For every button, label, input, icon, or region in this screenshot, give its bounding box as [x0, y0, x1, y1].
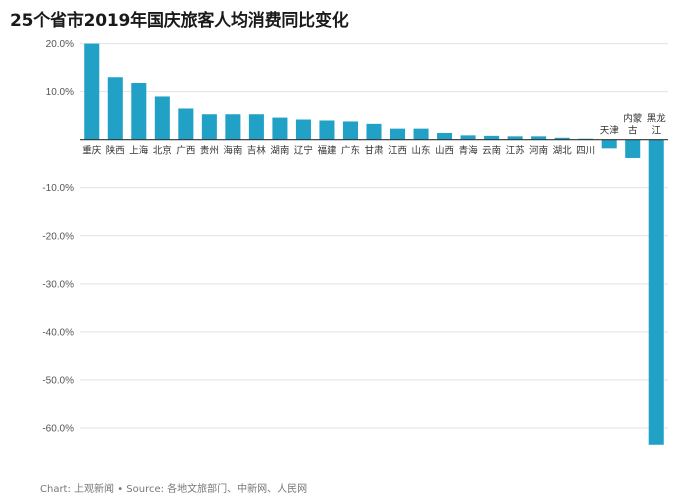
bar	[531, 136, 547, 140]
category-label: 福建	[317, 145, 337, 157]
category-label: 海南	[223, 145, 242, 157]
bar	[460, 135, 476, 140]
bar	[648, 139, 664, 445]
category-label: 湖北	[553, 146, 573, 157]
category-label: 辽宁	[294, 145, 313, 157]
category-label: 河南	[529, 145, 548, 157]
bar	[178, 108, 194, 140]
bar	[342, 121, 359, 140]
bar	[625, 139, 641, 158]
category-label: 江苏	[506, 145, 526, 157]
category-label: 甘肃	[364, 145, 383, 157]
y-tick-label: -60.0%	[42, 423, 74, 434]
category-label: 云南	[482, 145, 501, 157]
category-label: 天津	[600, 126, 620, 137]
y-axis-tick-labels: 20.0% 10.0% -10.0% -20.0% -30.0% -40.0% -50.0%…	[42, 39, 74, 434]
y-tick-label: 10.0%	[46, 87, 74, 98]
bar	[601, 139, 617, 149]
bar	[272, 117, 288, 140]
category-label: 吉林	[247, 145, 267, 157]
bar	[84, 43, 100, 140]
category-label: 重庆	[82, 145, 102, 157]
category-label: 北京	[153, 145, 172, 157]
category-label: 黑龙	[647, 113, 667, 125]
category-label: 山东	[412, 145, 431, 157]
y-tick-label: -20.0%	[42, 231, 74, 242]
y-tick-label: -30.0%	[42, 279, 74, 290]
bar	[413, 128, 429, 140]
category-label: 湖南	[270, 145, 289, 157]
bar	[319, 120, 335, 140]
y-tick-label: -10.0%	[42, 183, 74, 194]
y-tick-label: -50.0%	[42, 375, 74, 386]
bar	[201, 114, 217, 140]
category-label: 四川	[576, 146, 595, 157]
bar	[154, 96, 170, 140]
category-label: 内蒙	[623, 113, 642, 125]
category-label: 山西	[435, 146, 454, 157]
chart-source-footer: Chart: 上观新闻 • Source: 各地文旅部门、中新网、人民网	[40, 484, 308, 495]
y-tick-label: 20.0%	[46, 39, 74, 50]
y-tick-label: -40.0%	[42, 327, 74, 338]
category-labels: 重庆 陕西 上海 北京 广西 贵州 海南 吉林 湖南 辽宁 福建 广东 甘肃 江西 山东 山西 青海 云南 江苏 河南…	[82, 113, 666, 157]
category-label: 上海	[129, 145, 149, 157]
bar	[389, 128, 406, 140]
bar	[131, 83, 147, 140]
category-label: 陕西	[106, 145, 125, 157]
category-label: 青海	[459, 145, 479, 157]
category-label: 江西	[388, 146, 407, 157]
gridlines	[80, 43, 668, 429]
category-label: 广东	[341, 145, 360, 157]
bar	[484, 135, 500, 140]
bar	[295, 119, 311, 140]
bars	[84, 43, 664, 445]
bar	[366, 123, 382, 140]
bar	[225, 114, 241, 140]
bar	[107, 77, 123, 140]
category-label: 贵州	[200, 145, 219, 157]
bar	[248, 114, 264, 140]
chart-title: 25个省市2019年国庆旅客人均消费同比变化	[10, 11, 349, 31]
category-label: 广西	[176, 145, 195, 157]
bar	[437, 132, 453, 140]
bar	[554, 137, 570, 140]
category-label: 古	[628, 125, 638, 137]
category-label: 江	[651, 126, 661, 137]
bar	[507, 136, 523, 140]
